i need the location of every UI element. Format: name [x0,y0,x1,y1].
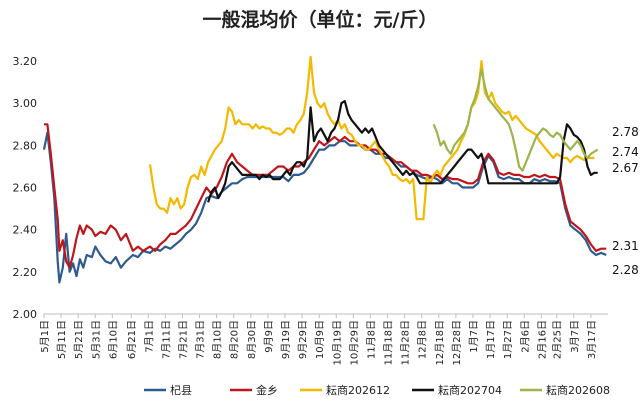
x-tick-label: 1月7日 [468,320,480,353]
x-tick-label: 11月28日 [400,320,412,365]
series-group [42,55,607,284]
chart-title: 一般混均价（单位：元/斤） [203,8,438,31]
end-value-label: 2.31 [612,239,639,253]
y-tick-label: 3.00 [13,97,38,110]
legend-label: 金乡 [256,383,278,397]
x-tick-label: 5月1日 [39,320,51,353]
x-tick-label: 8月30日 [246,320,258,359]
y-axis: 2.00 2.20 2.40 2.60 2.80 3.00 3.20 [13,55,38,321]
legend-label: 耘商202608 [546,383,610,397]
series-line-1 [42,131,607,284]
legend-label: 耘商202704 [438,383,502,397]
legend-label: 耘商202612 [326,383,390,397]
x-tick-label: 8月20日 [229,320,241,359]
end-value-label: 2.74 [612,145,639,159]
x-tick-label: 6月21日 [126,320,138,359]
x-tick-label: 10月9日 [314,320,326,359]
series-line-2 [44,123,607,269]
series-line-3 [148,55,595,221]
series-line-5 [432,68,599,172]
end-value-label: 2.67 [612,161,639,175]
x-tick-label: 3月7日 [569,320,581,353]
x-tick-label: 5月21日 [73,320,85,359]
end-value-label: 2.78 [612,125,639,139]
y-tick-label: 2.00 [13,308,38,321]
x-tick-label: 7月31日 [195,320,207,359]
x-tick-label: 3月17日 [586,320,598,359]
x-tick-label: 7月11日 [160,320,172,359]
end-labels: 2.78 2.74 2.67 2.31 2.28 [612,125,639,277]
end-value-label: 2.28 [612,263,639,277]
x-tick-label: 11月18日 [383,320,395,365]
x-axis: 5月1日 5月11日 5月21日 5月31日 6月10日 6月21日 7月1日 7月11日 7月… [39,313,608,365]
x-tick-label: 12月28日 [451,320,463,365]
x-tick-label: 12月8日 [417,320,429,359]
x-tick-label: 1月17日 [485,320,497,359]
x-tick-label: 7月1日 [143,320,155,353]
x-tick-label: 12月18日 [434,320,446,365]
x-tick-label: 6月10日 [107,320,119,359]
series-line-4 [207,99,598,203]
x-tick-label: 7月21日 [177,320,189,359]
x-tick-label: 9月19日 [280,320,292,359]
x-tick-label: 1月27日 [502,320,514,359]
x-tick-label: 2月25日 [552,320,564,359]
x-tick-label: 5月31日 [90,320,102,359]
x-tick-label: 8月10日 [212,320,224,359]
x-tick-label: 2月16日 [536,320,548,359]
x-tick-label: 10月29日 [348,320,360,365]
legend-label: 杞县 [170,383,192,397]
y-tick-label: 2.80 [13,139,38,152]
legend: 杞县 金乡 耘商202612 耘商202704 耘商202608 [144,383,610,397]
x-tick-label: 2月6日 [519,320,531,353]
y-tick-label: 2.20 [13,266,38,279]
x-tick-label: 9月29日 [297,320,309,359]
y-tick-label: 2.60 [13,182,38,195]
y-tick-label: 2.40 [13,224,38,237]
x-tick-label: 9月9日 [263,320,275,353]
x-tick-label: 10月19日 [331,320,343,365]
y-tick-label: 3.20 [13,55,38,68]
x-tick-label: 5月11日 [56,320,68,359]
x-tick-label: 11月8日 [365,320,377,359]
